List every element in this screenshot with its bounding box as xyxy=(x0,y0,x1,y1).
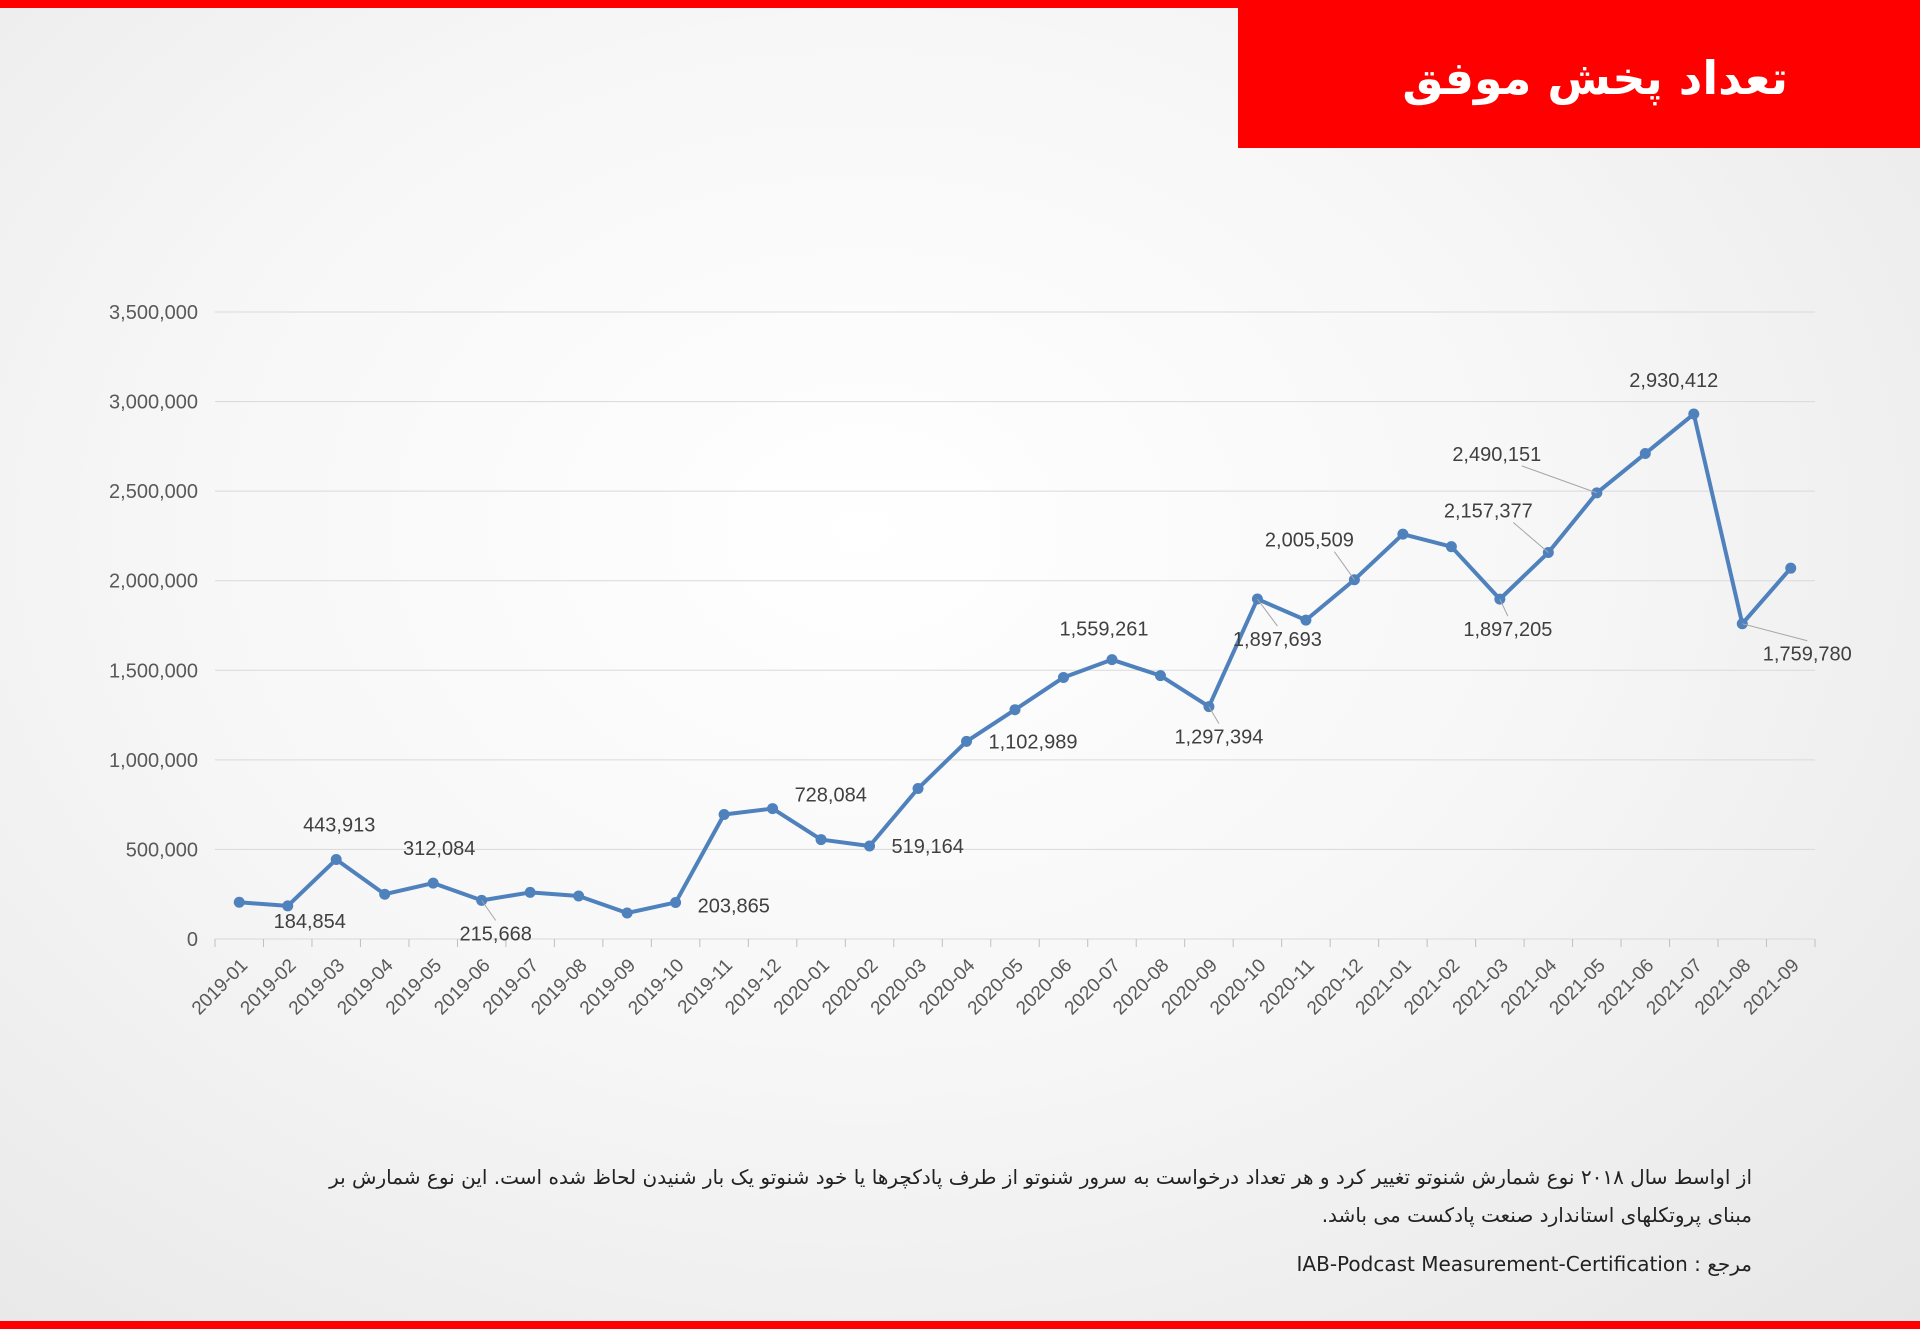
data-point xyxy=(621,907,633,919)
y-tick-label: 2,000,000 xyxy=(109,571,198,593)
data-label: 728,084 xyxy=(795,785,867,807)
page-title: تعداد پخش موفق xyxy=(1402,51,1788,105)
data-label: 2,930,412 xyxy=(1629,370,1718,392)
data-label: 1,897,205 xyxy=(1463,619,1552,641)
data-point xyxy=(1445,541,1457,553)
data-label: 1,897,693 xyxy=(1233,629,1322,651)
data-point xyxy=(815,834,827,846)
y-tick-label: 1,000,000 xyxy=(109,750,198,772)
title-banner: تعداد پخش موفق xyxy=(1238,8,1920,148)
data-point xyxy=(1639,448,1651,460)
line-chart: 0 500,000 1,000,000 1,500,000 2,000,000 2,500… xyxy=(109,302,1852,1019)
data-label: 1,102,989 xyxy=(989,731,1078,753)
leader-line xyxy=(1208,706,1220,724)
data-point xyxy=(1154,670,1166,682)
data-point xyxy=(573,890,585,902)
leader-line xyxy=(1521,465,1597,494)
data-point xyxy=(718,808,730,820)
leader-line xyxy=(481,900,497,921)
data-label: 2,157,377 xyxy=(1444,501,1533,523)
data-point xyxy=(1057,671,1069,683)
data-label: 2,005,509 xyxy=(1265,530,1354,552)
data-point xyxy=(1397,528,1409,540)
y-tick-label: 500,000 xyxy=(126,839,198,861)
leader-line xyxy=(1499,598,1509,617)
leader-line xyxy=(1257,598,1278,627)
data-point xyxy=(1785,562,1797,574)
data-label: 519,164 xyxy=(892,836,964,858)
y-tick-label: 3,000,000 xyxy=(109,392,198,414)
y-tick-label: 1,500,000 xyxy=(109,660,198,682)
bottom-accent-bar xyxy=(0,1321,1920,1329)
data-point xyxy=(912,783,924,795)
data-label: 184,854 xyxy=(274,911,346,933)
data-point xyxy=(961,735,973,747)
data-label: 1,559,261 xyxy=(1059,619,1148,641)
data-label: 215,668 xyxy=(460,923,532,945)
data-point xyxy=(670,896,682,908)
leader-line xyxy=(1742,623,1808,642)
data-point xyxy=(427,877,439,889)
leader-line xyxy=(1513,522,1549,553)
data-label: 443,913 xyxy=(303,814,375,836)
data-point xyxy=(282,900,294,912)
footnote-text: از اواسط سال ۲۰۱۸ نوع شمارش شنوتو تغییر … xyxy=(329,1165,1752,1227)
data-point xyxy=(1688,408,1700,420)
data-point xyxy=(233,896,245,908)
top-accent-bar xyxy=(0,0,1920,8)
reference-source: IAB-Podcast Measurement-Certification xyxy=(1296,1252,1688,1276)
data-label: 203,865 xyxy=(698,895,770,917)
data-point xyxy=(767,803,779,815)
y-tick-label: 0 xyxy=(187,929,198,951)
data-label: 312,084 xyxy=(403,838,475,860)
data-label: 1,297,394 xyxy=(1174,727,1263,749)
y-tick-label: 3,500,000 xyxy=(109,302,198,324)
leader-line xyxy=(1333,551,1355,581)
reference-line: مرجع : IAB-Podcast Measurement-Certifica… xyxy=(900,1252,1752,1276)
data-point xyxy=(1009,704,1021,716)
data-point xyxy=(864,840,876,852)
reference-label: مرجع : xyxy=(1694,1252,1752,1276)
data-label: 2,490,151 xyxy=(1452,444,1541,466)
data-point xyxy=(330,853,342,865)
y-tick-label: 2,500,000 xyxy=(109,481,198,503)
data-point xyxy=(1106,654,1118,666)
data-point xyxy=(524,886,536,898)
data-point xyxy=(1300,614,1312,626)
data-point xyxy=(379,888,391,900)
data-label: 1,759,780 xyxy=(1763,644,1852,666)
